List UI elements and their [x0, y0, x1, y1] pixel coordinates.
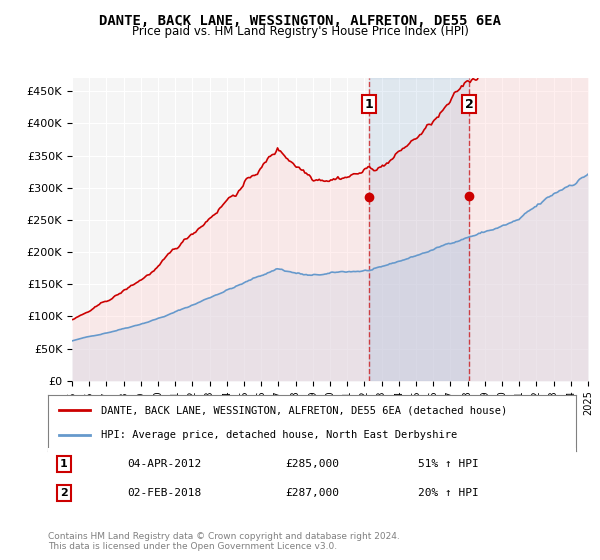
Text: 04-APR-2012: 04-APR-2012 — [127, 459, 202, 469]
Text: £285,000: £285,000 — [286, 459, 340, 469]
Text: Price paid vs. HM Land Registry's House Price Index (HPI): Price paid vs. HM Land Registry's House … — [131, 25, 469, 38]
Text: 1: 1 — [364, 97, 373, 111]
Text: DANTE, BACK LANE, WESSINGTON, ALFRETON, DE55 6EA: DANTE, BACK LANE, WESSINGTON, ALFRETON, … — [99, 14, 501, 28]
Text: 1: 1 — [60, 459, 68, 469]
Text: 51% ↑ HPI: 51% ↑ HPI — [418, 459, 478, 469]
Text: 2: 2 — [464, 97, 473, 111]
Bar — [368, 78, 469, 381]
Text: 20% ↑ HPI: 20% ↑ HPI — [418, 488, 478, 498]
Text: £287,000: £287,000 — [286, 488, 340, 498]
Text: Contains HM Land Registry data © Crown copyright and database right 2024.
This d: Contains HM Land Registry data © Crown c… — [48, 532, 400, 552]
Text: HPI: Average price, detached house, North East Derbyshire: HPI: Average price, detached house, Nort… — [101, 430, 457, 440]
Text: DANTE, BACK LANE, WESSINGTON, ALFRETON, DE55 6EA (detached house): DANTE, BACK LANE, WESSINGTON, ALFRETON, … — [101, 405, 507, 416]
Text: 2: 2 — [60, 488, 68, 498]
Text: 02-FEB-2018: 02-FEB-2018 — [127, 488, 202, 498]
